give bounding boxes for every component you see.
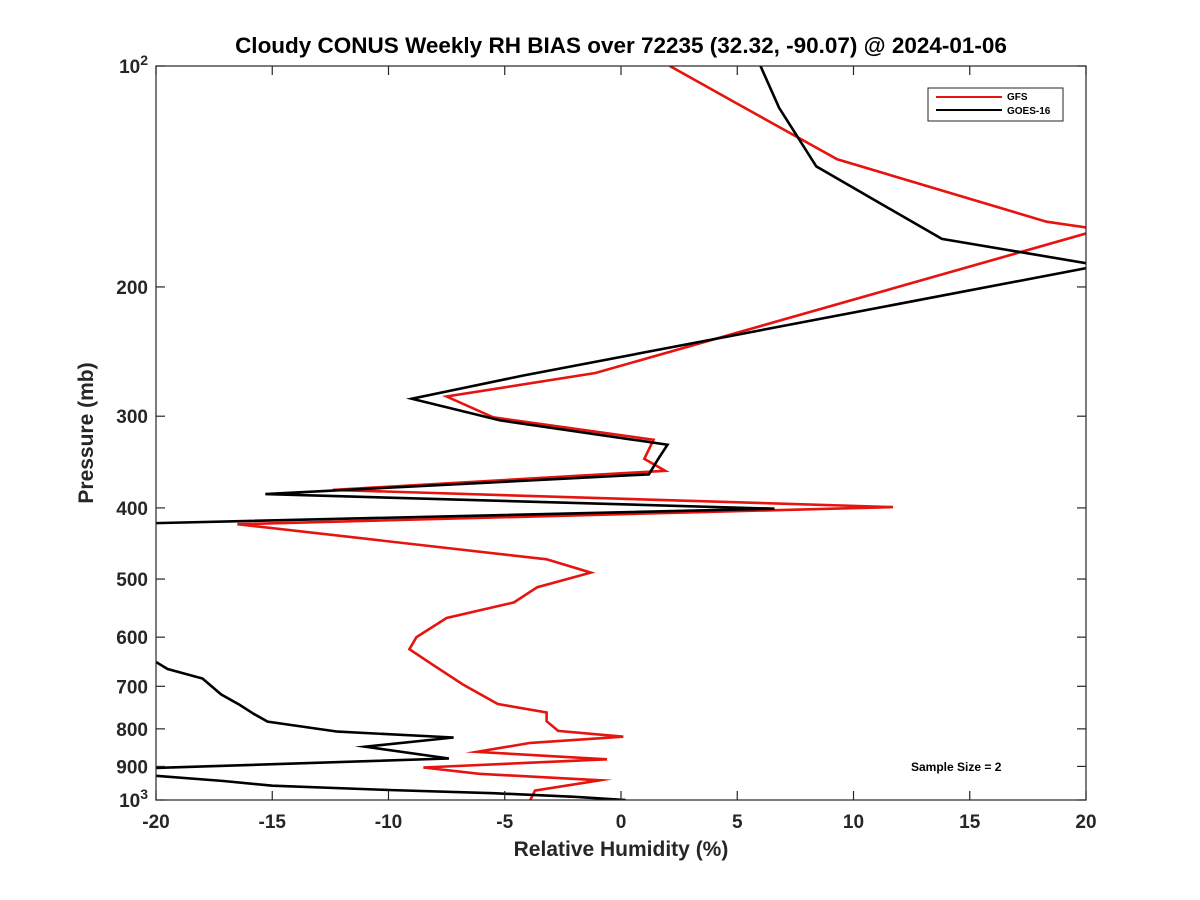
- y-tick-label: 103: [119, 786, 148, 812]
- x-tick-label: -15: [259, 812, 287, 833]
- axes-frame: [155, 65, 1087, 801]
- y-tick-label: 400: [116, 499, 148, 520]
- x-axis-label: Relative Humidity (%): [514, 838, 729, 861]
- ticks-layer: -20 -15 -10 -5 0 5 10 15 20 102 200 300 400 500 600 700…: [116, 52, 1096, 833]
- legend-label-gfs: GFS: [1007, 92, 1028, 103]
- y-axis-label: Pressure (mb): [75, 362, 98, 503]
- chart-title: Cloudy CONUS Weekly RH BIAS over 72235 (…: [235, 33, 1007, 58]
- x-tick-label: 20: [1075, 812, 1096, 833]
- legend: GFS GOES-16: [927, 87, 1064, 122]
- x-tick-label: -20: [142, 812, 169, 833]
- y-tick-label: 300: [116, 407, 148, 428]
- x-tick-label: 0: [616, 812, 627, 833]
- x-tick-label: 15: [959, 812, 981, 833]
- series-line-gfs: [237, 66, 1086, 800]
- x-tick-label: 5: [732, 812, 743, 833]
- sample-size-annotation: Sample Size = 2: [911, 760, 1002, 774]
- series-line-goes16: [156, 66, 1086, 800]
- y-tick-label: 900: [116, 757, 148, 778]
- y-tick-label: 102: [119, 52, 148, 78]
- series-layer: [156, 66, 1086, 800]
- y-tick-label: 600: [116, 628, 148, 649]
- y-tick-label: 500: [116, 570, 148, 591]
- legend-box: [927, 87, 1064, 122]
- x-tick-label: -10: [375, 812, 402, 833]
- x-tick-label: 10: [843, 812, 864, 833]
- y-tick-label: 800: [116, 720, 148, 741]
- y-tick-label: 200: [116, 278, 148, 299]
- x-tick-label: -5: [496, 812, 513, 833]
- legend-label-goes16: GOES-16: [1007, 106, 1051, 117]
- y-tick-label: 700: [116, 677, 148, 698]
